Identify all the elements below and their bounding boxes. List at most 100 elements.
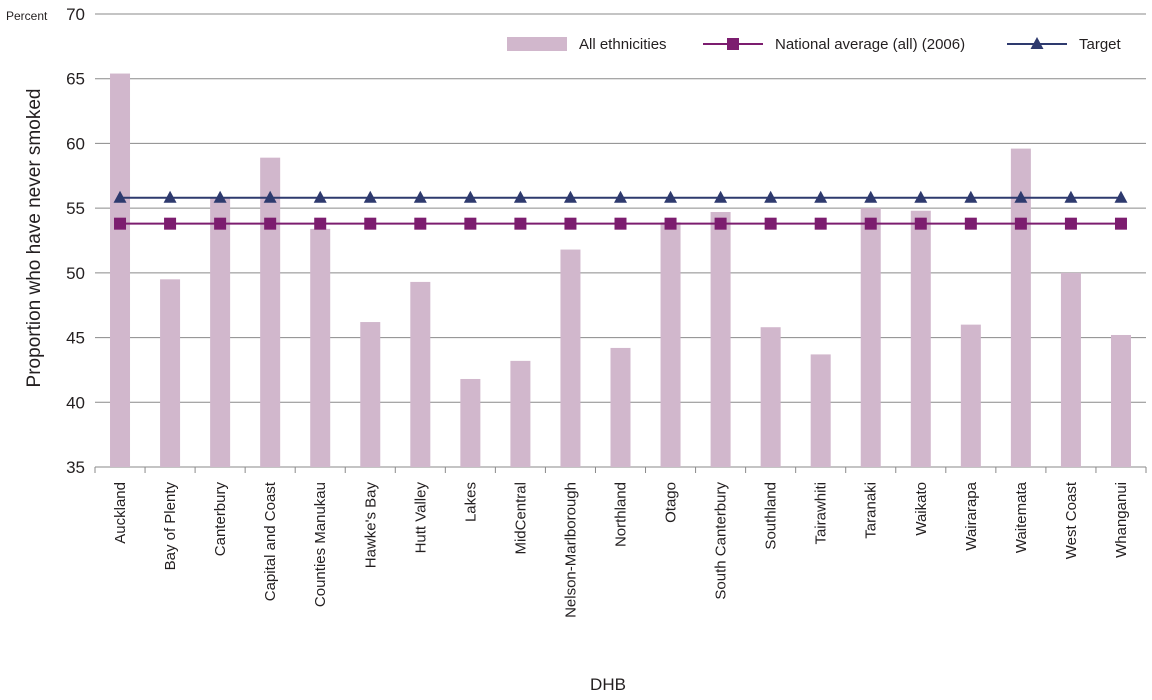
bar bbox=[1060, 272, 1081, 467]
y-ticks: 35 40 45 50 55 60 65 70 bbox=[66, 5, 85, 477]
triangle-marker bbox=[163, 190, 177, 203]
bar bbox=[810, 354, 831, 467]
square-marker bbox=[814, 217, 827, 230]
y-axis-label: Proportion who have never smoked bbox=[24, 89, 45, 388]
y-tick-label: 40 bbox=[66, 393, 85, 412]
triangle-marker bbox=[463, 190, 477, 203]
square-marker bbox=[414, 217, 427, 230]
square-marker bbox=[1064, 217, 1077, 230]
square-marker bbox=[364, 217, 377, 230]
x-tick-label: Nelson-Marlborough bbox=[562, 482, 579, 618]
bar bbox=[460, 378, 481, 467]
x-tick-label: Counties Manukau bbox=[312, 482, 329, 607]
triangle-marker bbox=[263, 190, 277, 203]
square-marker bbox=[264, 217, 277, 230]
bar bbox=[110, 73, 131, 467]
triangle-marker bbox=[864, 190, 878, 203]
square-marker bbox=[714, 217, 727, 230]
x-tick-label: Hawke's Bay bbox=[362, 482, 379, 569]
square-marker bbox=[727, 38, 739, 50]
y-tick-label: 35 bbox=[66, 458, 85, 477]
y-tick-label: 60 bbox=[66, 134, 85, 153]
x-tick-label: Bay of Plenty bbox=[162, 482, 179, 571]
bar bbox=[1110, 334, 1131, 467]
square-marker bbox=[314, 217, 327, 230]
x-tick-label: Waikato bbox=[913, 482, 930, 536]
x-axis-label: DHB bbox=[590, 675, 626, 694]
bars bbox=[110, 73, 1131, 467]
x-tick-label: West Coast bbox=[1063, 481, 1080, 559]
square-marker bbox=[514, 217, 527, 230]
square-marker bbox=[964, 217, 977, 230]
x-tick-label: South Canterbury bbox=[713, 482, 730, 600]
triangle-marker bbox=[764, 190, 778, 203]
triangle-marker bbox=[814, 190, 828, 203]
triangle-marker bbox=[964, 190, 978, 203]
y-tick-label: 65 bbox=[66, 70, 85, 89]
triangle-marker bbox=[1064, 190, 1078, 203]
x-tick-label: Auckland bbox=[112, 482, 129, 544]
bar bbox=[910, 210, 931, 467]
x-tick-label: Canterbury bbox=[212, 482, 229, 557]
bar bbox=[410, 281, 431, 467]
bar bbox=[210, 197, 231, 467]
square-marker bbox=[564, 217, 577, 230]
bar bbox=[310, 228, 331, 467]
triangle-marker bbox=[213, 190, 227, 203]
bar bbox=[710, 212, 731, 467]
x-tick-label: Southland bbox=[763, 482, 780, 550]
bar bbox=[560, 249, 581, 467]
legend: All ethnicities National average (all) (2… bbox=[507, 36, 1122, 53]
x-tick-label: Capital and Coast bbox=[262, 481, 279, 601]
unit-label: Percent bbox=[6, 9, 48, 23]
x-tick-label: Taranaki bbox=[863, 482, 880, 539]
x-tick-label: Whanganui bbox=[1113, 482, 1130, 558]
triangle-marker bbox=[714, 190, 728, 203]
square-marker bbox=[914, 217, 927, 230]
triangle-marker bbox=[363, 190, 377, 203]
square-marker bbox=[764, 217, 777, 230]
x-tick-label: Tairawhiti bbox=[813, 482, 830, 545]
triangle-marker bbox=[113, 190, 127, 203]
square-marker bbox=[1114, 217, 1127, 230]
x-tick-label: MidCentral bbox=[512, 482, 529, 555]
bar bbox=[860, 208, 881, 467]
legend-swatch-all-ethnicities bbox=[507, 37, 567, 51]
bar bbox=[610, 347, 631, 467]
y-tick-label: 55 bbox=[66, 199, 85, 218]
triangle-marker bbox=[1014, 190, 1028, 203]
x-ticks: Auckland Bay of Plenty Canterbury Capital a… bbox=[112, 481, 1130, 618]
square-marker bbox=[1014, 217, 1027, 230]
x-tick-label: Wairarapa bbox=[963, 481, 980, 550]
square-marker bbox=[464, 217, 477, 230]
triangle-marker bbox=[513, 190, 527, 203]
lines bbox=[113, 190, 1128, 230]
x-tick-label: Otago bbox=[663, 482, 680, 523]
x-tick-label: Lakes bbox=[462, 482, 479, 522]
triangle-marker bbox=[563, 190, 577, 203]
legend-label: All ethnicities bbox=[579, 36, 667, 53]
y-tick-label: 50 bbox=[66, 264, 85, 283]
square-marker bbox=[864, 217, 877, 230]
triangle-marker bbox=[1030, 37, 1044, 49]
square-marker bbox=[114, 217, 127, 230]
square-marker bbox=[214, 217, 227, 230]
bar bbox=[260, 157, 281, 467]
square-marker bbox=[614, 217, 627, 230]
y-tick-label: 45 bbox=[66, 329, 85, 348]
bar bbox=[510, 360, 531, 467]
bar bbox=[960, 324, 981, 467]
bar bbox=[760, 327, 781, 467]
triangle-marker bbox=[313, 190, 327, 203]
triangle-marker bbox=[1114, 190, 1128, 203]
triangle-marker bbox=[914, 190, 928, 203]
triangle-marker bbox=[413, 190, 427, 203]
legend-label: Target bbox=[1079, 36, 1122, 53]
triangle-marker bbox=[664, 190, 678, 203]
square-marker bbox=[164, 217, 177, 230]
y-tick-label: 70 bbox=[66, 5, 85, 24]
bar bbox=[160, 279, 181, 467]
x-tick-label: Hutt Valley bbox=[412, 482, 429, 554]
legend-label: National average (all) (2006) bbox=[775, 36, 965, 53]
